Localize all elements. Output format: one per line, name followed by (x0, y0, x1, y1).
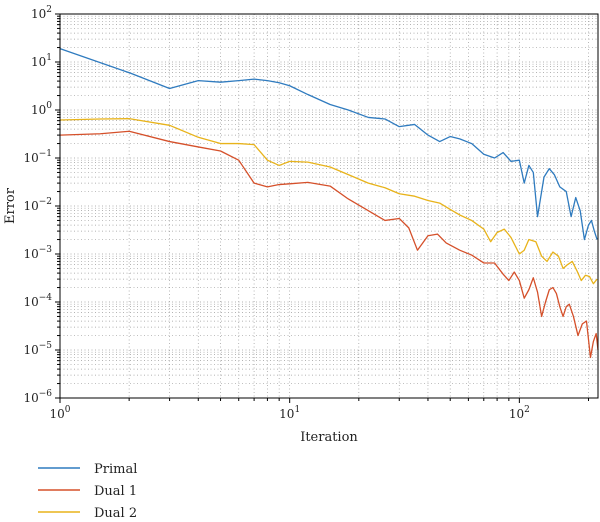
y-tick-label: 10−6 (23, 389, 52, 405)
y-axis-label: Error (3, 187, 18, 224)
x-axis-label: Iteration (300, 430, 358, 445)
grid (60, 14, 598, 398)
y-tick-label: 10−5 (23, 341, 52, 357)
series-line-dual-2 (59, 118, 598, 285)
x-tick-label: 101 (279, 405, 300, 421)
legend-label: Primal (94, 462, 137, 477)
legend-label: Dual 2 (94, 506, 137, 521)
series-line-primal (59, 48, 598, 241)
y-tick-label: 101 (31, 53, 52, 69)
x-tick-label: 102 (509, 405, 530, 421)
legend: Primal Dual 1 Dual 2 (38, 462, 137, 521)
series-line-dual-1 (59, 130, 599, 359)
series-lines (59, 48, 599, 359)
y-tick-label: 10−3 (23, 245, 52, 261)
legend-label: Dual 1 (94, 484, 137, 499)
y-tick-label: 10−1 (23, 149, 52, 165)
y-tick-label: 10−2 (23, 197, 52, 213)
x-tick-label: 100 (49, 405, 70, 421)
ticks: 100 101 102 10−6 10−5 10−4 10−3 10−2 10−1 100 101 1… (23, 5, 589, 421)
y-tick-label: 100 (31, 101, 52, 117)
y-tick-label: 10−4 (23, 293, 52, 309)
y-tick-label: 102 (31, 5, 52, 21)
